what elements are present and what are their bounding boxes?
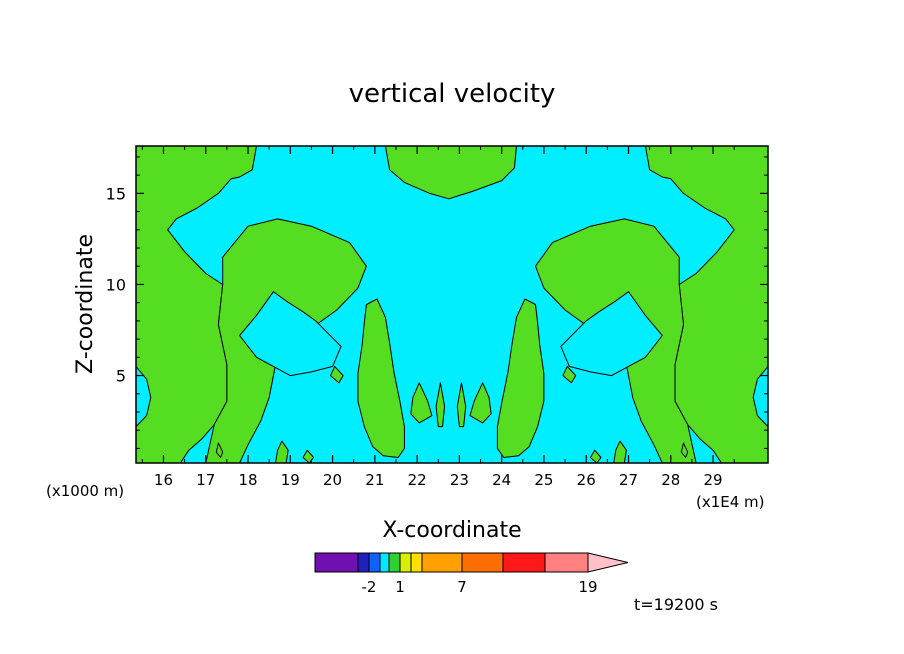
- colorbar-swatch: [399, 552, 412, 573]
- contour-region-green-16: [562, 365, 577, 384]
- contour-region-green-5: [535, 218, 697, 463]
- x-tick-label: 18: [238, 471, 257, 489]
- x-tick-label: 20: [323, 471, 342, 489]
- x-axis-label: X-coordinate: [382, 518, 521, 543]
- x-unit-label: (x1E4 m): [696, 493, 765, 511]
- contour-region-green-22: [589, 449, 602, 463]
- y-axis-label: Z-coordinate: [73, 234, 98, 374]
- time-label: t=19200 s: [634, 595, 718, 614]
- contour-region-green-11: [410, 382, 433, 424]
- contour-region-green-12: [469, 382, 492, 424]
- contour-region-green-18: [613, 440, 627, 463]
- contour-region-green-20: [680, 442, 689, 458]
- colorbar-tick-labels: -2 1 7 19: [362, 578, 598, 596]
- x-tick-label: 25: [534, 471, 553, 489]
- colorbar-swatch: [502, 552, 546, 573]
- colorbar-swatch: [388, 552, 401, 573]
- x-tick-label: 22: [408, 471, 427, 489]
- colorbar-tick-label: 7: [457, 578, 467, 596]
- x-tick-label: 24: [492, 471, 511, 489]
- x-ticks: 16 17 18 19 20 21 22 23 24 25 26 27 28 29: [141, 146, 735, 489]
- y-tick-label: 15: [106, 184, 126, 203]
- colorbar-swatch: [421, 552, 463, 573]
- colorbar-tick-label: 1: [395, 578, 405, 596]
- y-tick-label: 5: [116, 367, 126, 386]
- colorbar-tick-label: -2: [362, 578, 377, 596]
- contour-region-cyan-6: [239, 291, 342, 377]
- y-unit-label: (x1000 m): [46, 482, 124, 500]
- x-tick-label: 17: [196, 471, 215, 489]
- colorbar-arrow: [587, 552, 629, 573]
- colorbar-swatch: [379, 552, 390, 573]
- contour-region-green-9: [357, 298, 405, 458]
- contour-region-green-17: [275, 440, 289, 463]
- x-tick-label: 29: [703, 471, 722, 489]
- contour-region-green-10: [496, 298, 545, 458]
- plot-frame: [135, 145, 769, 464]
- chart-title: vertical velocity: [349, 79, 556, 109]
- colorbar-swatch: [357, 552, 370, 573]
- colorbar-swatch: [314, 552, 359, 573]
- colorbar-swatch: [461, 552, 504, 573]
- contour-region-green-1: [644, 146, 768, 463]
- plot-area: [136, 146, 768, 463]
- contour-region-green-14: [456, 382, 467, 428]
- x-tick-label: 28: [661, 471, 680, 489]
- colorbar-tick-label: 19: [578, 578, 597, 596]
- contour-region-cyan-7: [560, 291, 663, 377]
- x-tick-label: 26: [577, 471, 596, 489]
- x-tick-label: 27: [619, 471, 638, 489]
- colorbar-swatch: [410, 552, 423, 573]
- x-tick-label: 19: [281, 471, 300, 489]
- x-tick-label: 21: [365, 471, 384, 489]
- contour-region-green-13: [435, 382, 446, 428]
- contour-region-green-8: [384, 146, 517, 200]
- y-tick-label: 10: [106, 275, 126, 294]
- contour-region-green-19: [215, 442, 224, 458]
- contour-region-green-4: [205, 218, 367, 463]
- colorbar-swatch: [544, 552, 589, 573]
- contour-regions: [136, 146, 768, 463]
- x-tick-label: 16: [154, 471, 173, 489]
- x-tick-label: 23: [450, 471, 469, 489]
- contour-region-green-0: [136, 146, 257, 463]
- colorbar: [314, 552, 629, 573]
- contour-region-green-15: [330, 365, 344, 384]
- colorbar-swatch: [368, 552, 381, 573]
- y-ticks: 5 10 15: [106, 156, 768, 449]
